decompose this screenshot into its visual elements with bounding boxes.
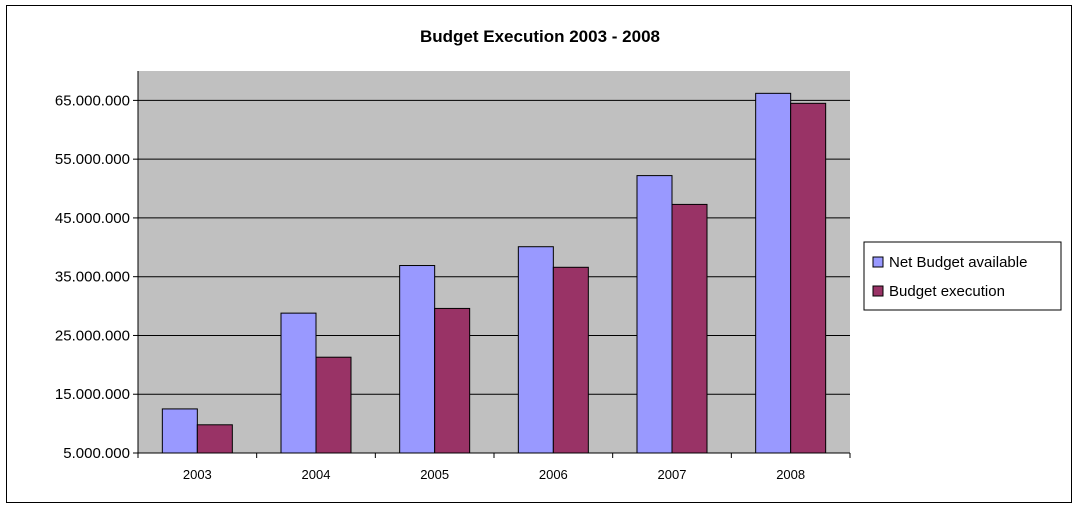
bar-net-budget — [636, 175, 673, 454]
y-tick-label: 5.000.000 — [63, 445, 130, 462]
bar-net-budget — [399, 265, 436, 454]
x-tick-label: 2007 — [658, 467, 687, 482]
bar-net-budget — [280, 312, 317, 454]
legend: Net Budget available Budget execution — [863, 241, 1062, 311]
bar-execution — [671, 203, 708, 454]
bar-execution — [196, 424, 233, 454]
y-tick-label: 45.000.000 — [55, 210, 130, 227]
legend-label: Net Budget available — [889, 254, 1027, 271]
x-tick-label: 2003 — [183, 467, 212, 482]
y-tick-label: 55.000.000 — [55, 151, 130, 168]
chart-title: Budget Execution 2003 - 2008 — [420, 27, 660, 46]
bar-net-budget — [755, 92, 792, 454]
bar-execution — [790, 102, 827, 454]
x-tick-label: 2006 — [539, 467, 568, 482]
y-tick-label: 15.000.000 — [55, 386, 130, 403]
bar-net-budget — [517, 246, 554, 454]
legend-box — [863, 241, 1062, 311]
chart-svg: 5.000.000 15.000.000 25.000.000 35.000.000 4… — [55, 71, 1062, 482]
legend-label: Budget execution — [889, 283, 1005, 300]
plot-background — [138, 71, 850, 453]
y-tick-label: 25.000.000 — [55, 327, 130, 344]
legend-swatch — [872, 285, 884, 297]
x-tick-label: 2004 — [302, 467, 331, 482]
bar-net-budget — [161, 408, 198, 454]
bar-execution — [315, 356, 352, 454]
y-tick-label: 65.000.000 — [55, 92, 130, 109]
plot-area: 5.000.000 15.000.000 25.000.000 35.000.000 4… — [55, 71, 851, 482]
y-tick-label: 35.000.000 — [55, 269, 130, 286]
legend-swatch — [872, 256, 884, 268]
bar-execution — [552, 266, 589, 454]
x-tick-label: 2005 — [420, 467, 449, 482]
bar-execution — [434, 307, 471, 454]
x-tick-label: 2008 — [776, 467, 805, 482]
chart-frame: Budget Execution 2003 - 2008 5.000.000 15… — [6, 5, 1072, 503]
